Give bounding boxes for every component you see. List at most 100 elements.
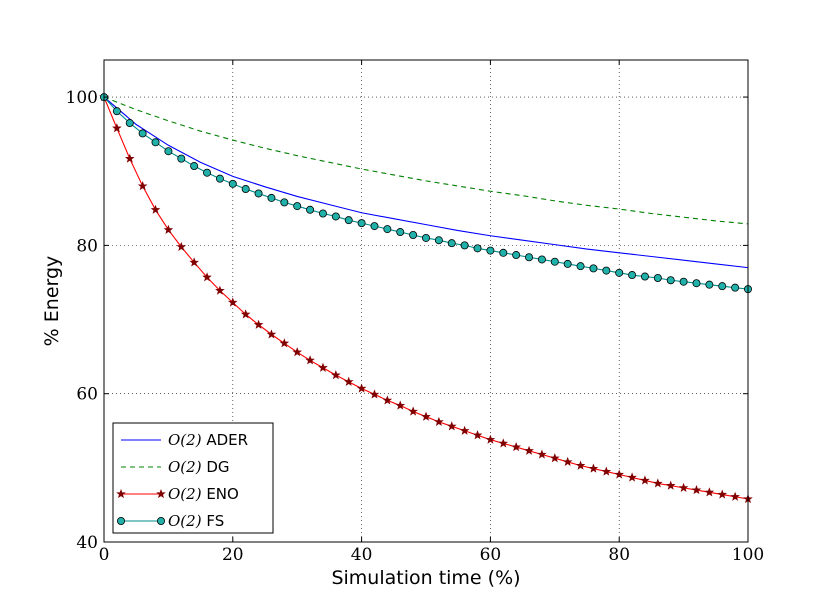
data-point-eno: [163, 224, 174, 234]
data-point-fs: [138, 129, 147, 138]
data-point-fs: [306, 205, 315, 214]
data-point-fs: [563, 259, 572, 268]
legend-name-ader: ADER: [206, 431, 248, 449]
data-point-eno: [537, 449, 547, 459]
data-point-fs: [318, 209, 327, 218]
data-point-eno: [253, 319, 264, 329]
data-point-eno: [730, 491, 740, 501]
data-point-eno: [640, 475, 650, 485]
data-point-fs: [125, 119, 134, 128]
data-point-eno: [653, 478, 663, 488]
data-point-fs: [215, 174, 224, 183]
legend-marker-fs: [156, 517, 165, 526]
data-point-fs: [486, 246, 495, 255]
data-point-eno: [124, 153, 135, 163]
data-point-fs: [731, 283, 740, 292]
data-point-fs: [512, 251, 521, 260]
data-point-fs: [344, 216, 353, 225]
data-point-eno: [356, 383, 367, 393]
data-point-fs: [692, 279, 701, 288]
data-point-eno: [331, 370, 341, 380]
legend-label-ader: O(2) ADER: [168, 431, 248, 449]
data-point-fs: [640, 272, 649, 281]
data-point-fs: [357, 219, 366, 228]
legend-marker-eno: [156, 488, 166, 499]
data-point-fs: [602, 266, 611, 275]
data-point-fs: [396, 228, 405, 237]
legend-marker-fs: [117, 517, 126, 526]
data-point-eno: [266, 329, 277, 339]
data-point-fs: [228, 179, 237, 188]
data-point-fs: [615, 268, 624, 277]
data-point-fs: [267, 193, 276, 202]
data-point-eno: [717, 489, 728, 499]
legend-box: [112, 422, 274, 534]
data-point-eno: [318, 362, 328, 372]
data-point-eno: [408, 406, 418, 416]
data-point-fs: [525, 253, 534, 262]
data-point-fs: [331, 212, 340, 221]
data-point-fs: [589, 264, 598, 273]
data-point-fs: [537, 255, 546, 264]
y-tick-label: 100: [66, 88, 98, 108]
data-point-eno: [601, 466, 612, 476]
x-tick-label: 40: [351, 545, 373, 565]
data-point-eno: [292, 347, 303, 357]
data-point-eno: [627, 472, 637, 482]
legend-label-eno: O(2) ENO: [168, 485, 239, 503]
x-axis-label: Simulation time (%): [331, 567, 520, 589]
data-point-fs: [293, 202, 302, 211]
legend-name-eno: ENO: [206, 485, 239, 503]
data-point-fs: [370, 222, 379, 231]
x-tick-label: 20: [222, 545, 244, 565]
data-point-eno: [691, 485, 702, 495]
data-point-eno: [588, 463, 599, 473]
data-point-fs: [576, 262, 585, 271]
data-point-eno: [434, 416, 444, 426]
data-point-eno: [549, 453, 560, 463]
legend-math-ader: O(2): [168, 431, 206, 449]
data-point-eno: [150, 204, 161, 214]
data-point-fs: [241, 185, 250, 194]
y-axis-label: % Energy: [41, 256, 63, 347]
y-tick-label: 80: [76, 236, 98, 256]
data-point-fs: [434, 236, 443, 245]
data-point-eno: [485, 434, 496, 444]
data-point-fs: [550, 257, 559, 266]
data-point-fs: [628, 271, 637, 280]
legend-math-eno: O(2): [168, 485, 206, 503]
data-point-eno: [240, 309, 251, 319]
data-point-fs: [177, 154, 186, 163]
data-point-fs: [112, 107, 121, 116]
legend-name-fs: FS: [206, 512, 224, 530]
data-point-eno: [112, 123, 122, 133]
legend-math-fs: O(2): [168, 512, 206, 530]
legend-marker-eno: [116, 488, 126, 499]
y-tick-label: 40: [76, 533, 98, 553]
data-point-eno: [575, 460, 586, 470]
data-point-eno: [279, 338, 290, 348]
data-point-fs: [164, 147, 173, 156]
data-point-fs: [383, 225, 392, 234]
data-point-fs: [190, 162, 199, 171]
x-tick-label: 0: [99, 545, 110, 565]
data-point-fs: [705, 280, 714, 289]
data-point-eno: [614, 469, 625, 479]
data-point-eno: [421, 411, 431, 421]
data-point-eno: [176, 241, 187, 251]
series-line-dg: [103, 96, 749, 225]
data-point-eno: [343, 376, 354, 386]
data-point-fs: [421, 233, 430, 242]
data-point-eno: [227, 297, 238, 307]
data-point-eno: [665, 480, 676, 490]
data-point-eno: [382, 395, 393, 405]
data-point-eno: [215, 285, 225, 295]
data-point-eno: [369, 389, 380, 399]
data-point-fs: [151, 138, 160, 147]
data-point-fs: [409, 231, 418, 240]
data-point-eno: [446, 421, 457, 431]
x-tick-label: 60: [480, 545, 502, 565]
data-point-eno: [498, 438, 509, 448]
data-point-eno: [678, 482, 689, 492]
